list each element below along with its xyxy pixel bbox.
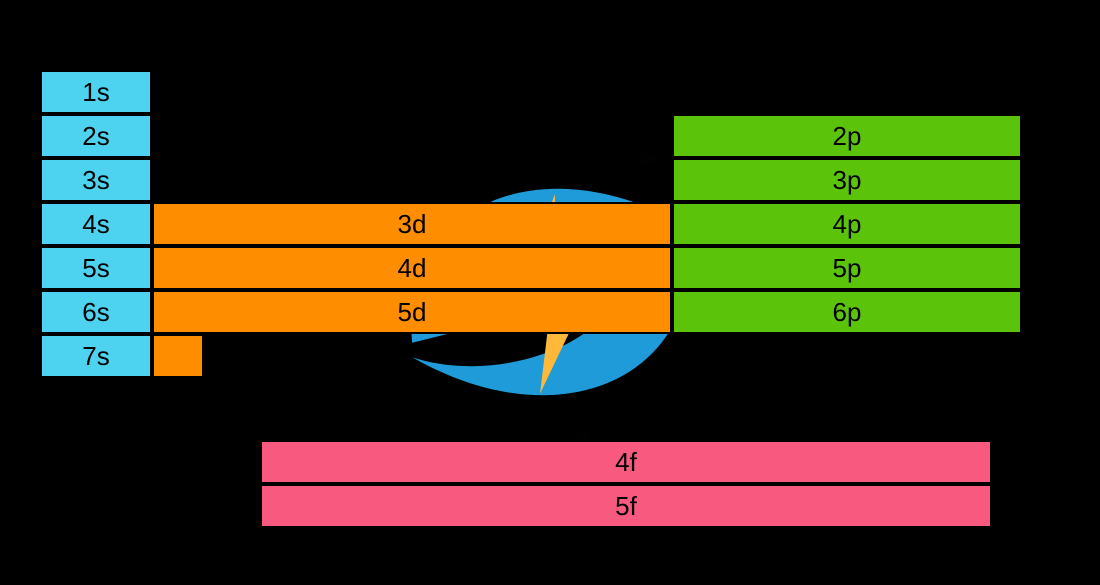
p-cell-2p: 2p: [672, 114, 1022, 158]
s-cell-6s: 6s: [40, 290, 152, 334]
d-cell-3d: 3d: [152, 202, 672, 246]
d-cell-3d-text: 3d: [398, 209, 427, 240]
d-cell-4d-text: 4d: [398, 253, 427, 284]
f-block-label-text: f BLOCK: [555, 400, 646, 426]
s-cell-3s-text: 3s: [82, 165, 109, 196]
s-cell-2s: 2s: [40, 114, 152, 158]
s-cell-1s-text: 1s: [82, 77, 109, 108]
p-cell-3p-text: 3p: [833, 165, 862, 196]
s-cell-4s-text: 4s: [82, 209, 109, 240]
p-cell-5p: 5p: [672, 246, 1022, 290]
d-block-label-text: d BLOCK: [370, 125, 467, 151]
p-cell-4p: 4p: [672, 202, 1022, 246]
diagram-stage: 1s 2s 3s 4s 5s 6s 7s 2p 3p 4p 5p 6p 3d 4d 5d 4f 5f s BLO…: [0, 0, 1100, 585]
d-stub-cell: [152, 334, 204, 378]
f-label-arrow: [570, 428, 600, 440]
f-cell-4f: 4f: [260, 440, 992, 484]
s-cell-5s: 5s: [40, 246, 152, 290]
s-cell-1s: 1s: [40, 70, 152, 114]
s-cell-7s-text: 7s: [82, 341, 109, 372]
p-cell-6p-text: 6p: [833, 297, 862, 328]
p-cell-2p-text: 2p: [833, 121, 862, 152]
p-cell-6p: 6p: [672, 290, 1022, 334]
f-cell-5f-text: 5f: [615, 491, 637, 522]
p-cell-4p-text: 4p: [833, 209, 862, 240]
s-cell-5s-text: 5s: [82, 253, 109, 284]
s-cell-4s: 4s: [40, 202, 152, 246]
s-block-label-text: s BLOCK: [58, 38, 154, 64]
s-cell-6s-text: 6s: [82, 297, 109, 328]
d-block-label: d BLOCK: [370, 125, 467, 152]
d-cell-4d: 4d: [152, 246, 672, 290]
s-cell-3s: 3s: [40, 158, 152, 202]
p-cell-5p-text: 5p: [833, 253, 862, 284]
f-block-label: f BLOCK: [555, 400, 646, 427]
s-cell-7s: 7s: [40, 334, 152, 378]
d-label-arrow: [465, 139, 660, 160]
d-cell-5d-text: 5d: [398, 297, 427, 328]
p-block-label-text: p BLOCK: [805, 80, 902, 106]
d-cell-5d: 5d: [152, 290, 672, 334]
p-block-label: p BLOCK: [805, 80, 902, 107]
f-cell-5f: 5f: [260, 484, 992, 528]
s-cell-2s-text: 2s: [82, 121, 109, 152]
f-cell-4f-text: 4f: [615, 447, 637, 478]
s-block-label: s BLOCK: [58, 38, 154, 65]
p-cell-3p: 3p: [672, 158, 1022, 202]
